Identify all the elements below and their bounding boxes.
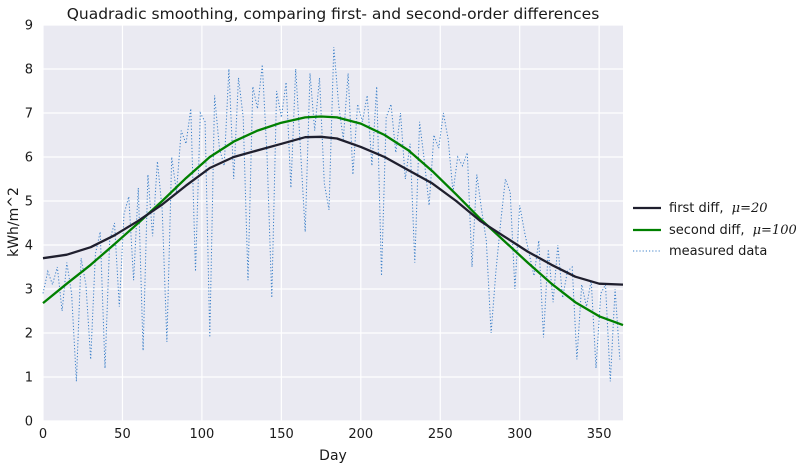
series-first-diff-line	[42, 135, 624, 286]
series-lines	[42, 46, 624, 382]
x-tick-label: 350	[587, 427, 612, 442]
y-tick-label: 2	[25, 327, 33, 342]
y-tick-label: 7	[25, 107, 33, 122]
chart-title: Quadradic smoothing, comparing first- an…	[67, 5, 600, 23]
legend-math-second-diff: μ=100	[753, 223, 796, 238]
y-tick-label: 8	[25, 63, 33, 78]
x-tick-label: 150	[269, 427, 294, 442]
legend-label-first-diff: first diff,	[669, 201, 724, 216]
legend-label-measured: measured data	[669, 244, 767, 259]
y-tick-label: 4	[25, 239, 33, 254]
x-tick-label: 200	[348, 427, 373, 442]
x-axis-label: Day	[319, 448, 347, 464]
x-tick-label: 300	[507, 427, 532, 442]
y-tick-label: 0	[25, 415, 33, 430]
legend: first diff, μ=20 second diff, μ=100 meas…	[633, 201, 796, 259]
legend-label-second-diff: second diff,	[669, 223, 744, 238]
legend-entry-first-diff: first diff, μ=20	[669, 201, 768, 216]
x-tick-label: 50	[114, 427, 131, 442]
x-tick-label: 250	[428, 427, 453, 442]
series-measured-data-line	[42, 46, 621, 382]
x-tick-label: 100	[189, 427, 214, 442]
y-axis-label: kWh/m^2	[6, 187, 22, 257]
y-tick-label: 9	[25, 19, 33, 34]
legend-entry-second-diff: second diff, μ=100	[669, 223, 796, 238]
tick-labels: 0 50 100 150 200 250 300 350 0 1 2 3 4 5 6 7 8 9	[25, 19, 612, 443]
y-tick-label: 5	[25, 195, 33, 210]
legend-math-first-diff: μ=20	[732, 201, 768, 216]
grid	[42, 24, 623, 422]
x-tick-label: 0	[39, 427, 47, 442]
y-tick-label: 3	[25, 283, 33, 298]
y-tick-label: 6	[25, 151, 33, 166]
y-tick-label: 1	[25, 371, 33, 386]
